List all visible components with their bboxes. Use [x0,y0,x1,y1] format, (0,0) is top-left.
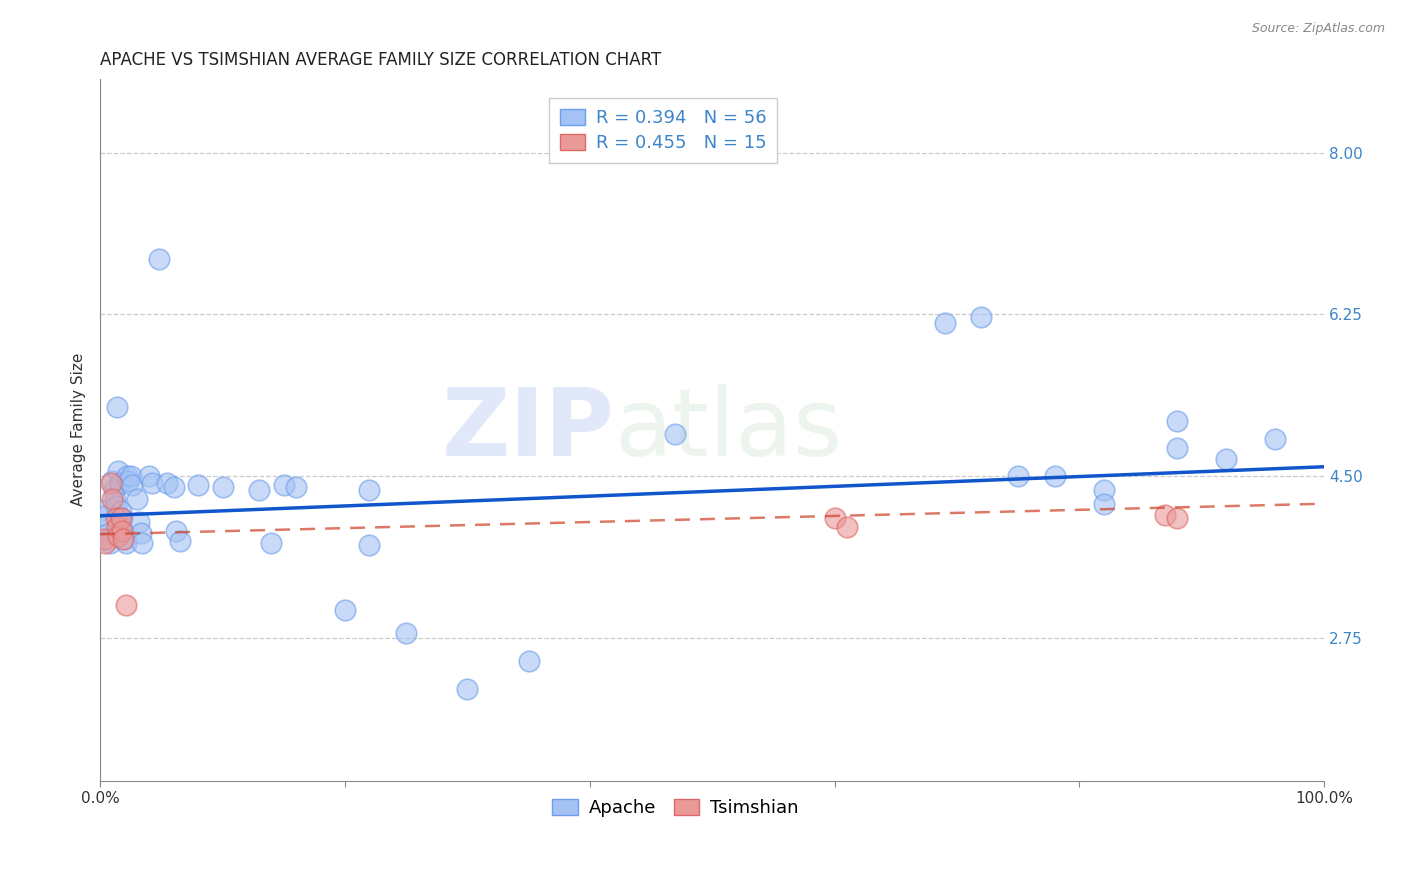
Point [333,603,356,617]
Point [1043,469,1066,483]
Point [187,478,209,492]
Point [112,532,135,546]
Point [359,483,381,497]
Point [108,476,131,491]
Point [107,464,129,478]
Text: atlas: atlas [614,384,842,475]
Text: APACHE VS TSIMSHIAN AVERAGE FAMILY SIZE CORRELATION CHART: APACHE VS TSIMSHIAN AVERAGE FAMILY SIZE … [100,51,661,69]
Point [93,503,115,517]
Point [94,535,117,549]
Point [114,532,136,546]
Point [121,478,143,492]
Point [131,535,153,549]
Point [105,400,128,414]
Point [111,510,134,524]
Point [110,504,132,518]
Point [105,510,128,524]
Point [129,526,152,541]
Legend: Apache, Tsimshian: Apache, Tsimshian [546,792,806,824]
Point [115,469,138,483]
Point [664,427,686,442]
Point [100,476,122,491]
Point [1166,413,1188,427]
Point [148,252,170,266]
Point [103,483,125,497]
Point [101,492,124,507]
Point [169,533,191,548]
Point [934,317,956,331]
Point [101,474,124,488]
Point [138,469,160,483]
Point [824,510,846,524]
Point [120,469,142,483]
Point [96,519,118,533]
Point [111,524,134,539]
Text: Source: ZipAtlas.com: Source: ZipAtlas.com [1251,22,1385,36]
Point [395,626,418,640]
Point [141,476,163,491]
Point [1166,510,1188,524]
Point [517,654,540,668]
Point [114,599,136,613]
Point [1007,469,1029,483]
Point [105,499,128,513]
Point [117,474,139,488]
Point [247,483,270,497]
Point [162,480,184,494]
Point [835,520,858,534]
Point [165,524,187,539]
Point [260,535,283,549]
Point [456,681,478,696]
Point [112,524,135,539]
Point [285,480,308,494]
Point [105,520,128,534]
Point [110,510,132,524]
Point [1092,497,1115,511]
Point [98,535,121,549]
Point [94,508,117,523]
Point [970,310,993,324]
Point [1154,508,1177,522]
Point [359,538,381,552]
Point [107,529,129,543]
Point [104,492,127,507]
Y-axis label: Average Family Size: Average Family Size [72,353,86,507]
Point [211,480,233,494]
Point [1264,432,1286,446]
Point [273,478,295,492]
Point [1092,483,1115,497]
Point [114,535,136,549]
Point [1215,452,1237,467]
Point [156,476,179,491]
Point [125,492,148,507]
Point [97,532,120,546]
Point [128,515,150,529]
Point [96,527,118,541]
Point [1166,442,1188,456]
Text: ZIP: ZIP [441,384,614,475]
Point [93,532,115,546]
